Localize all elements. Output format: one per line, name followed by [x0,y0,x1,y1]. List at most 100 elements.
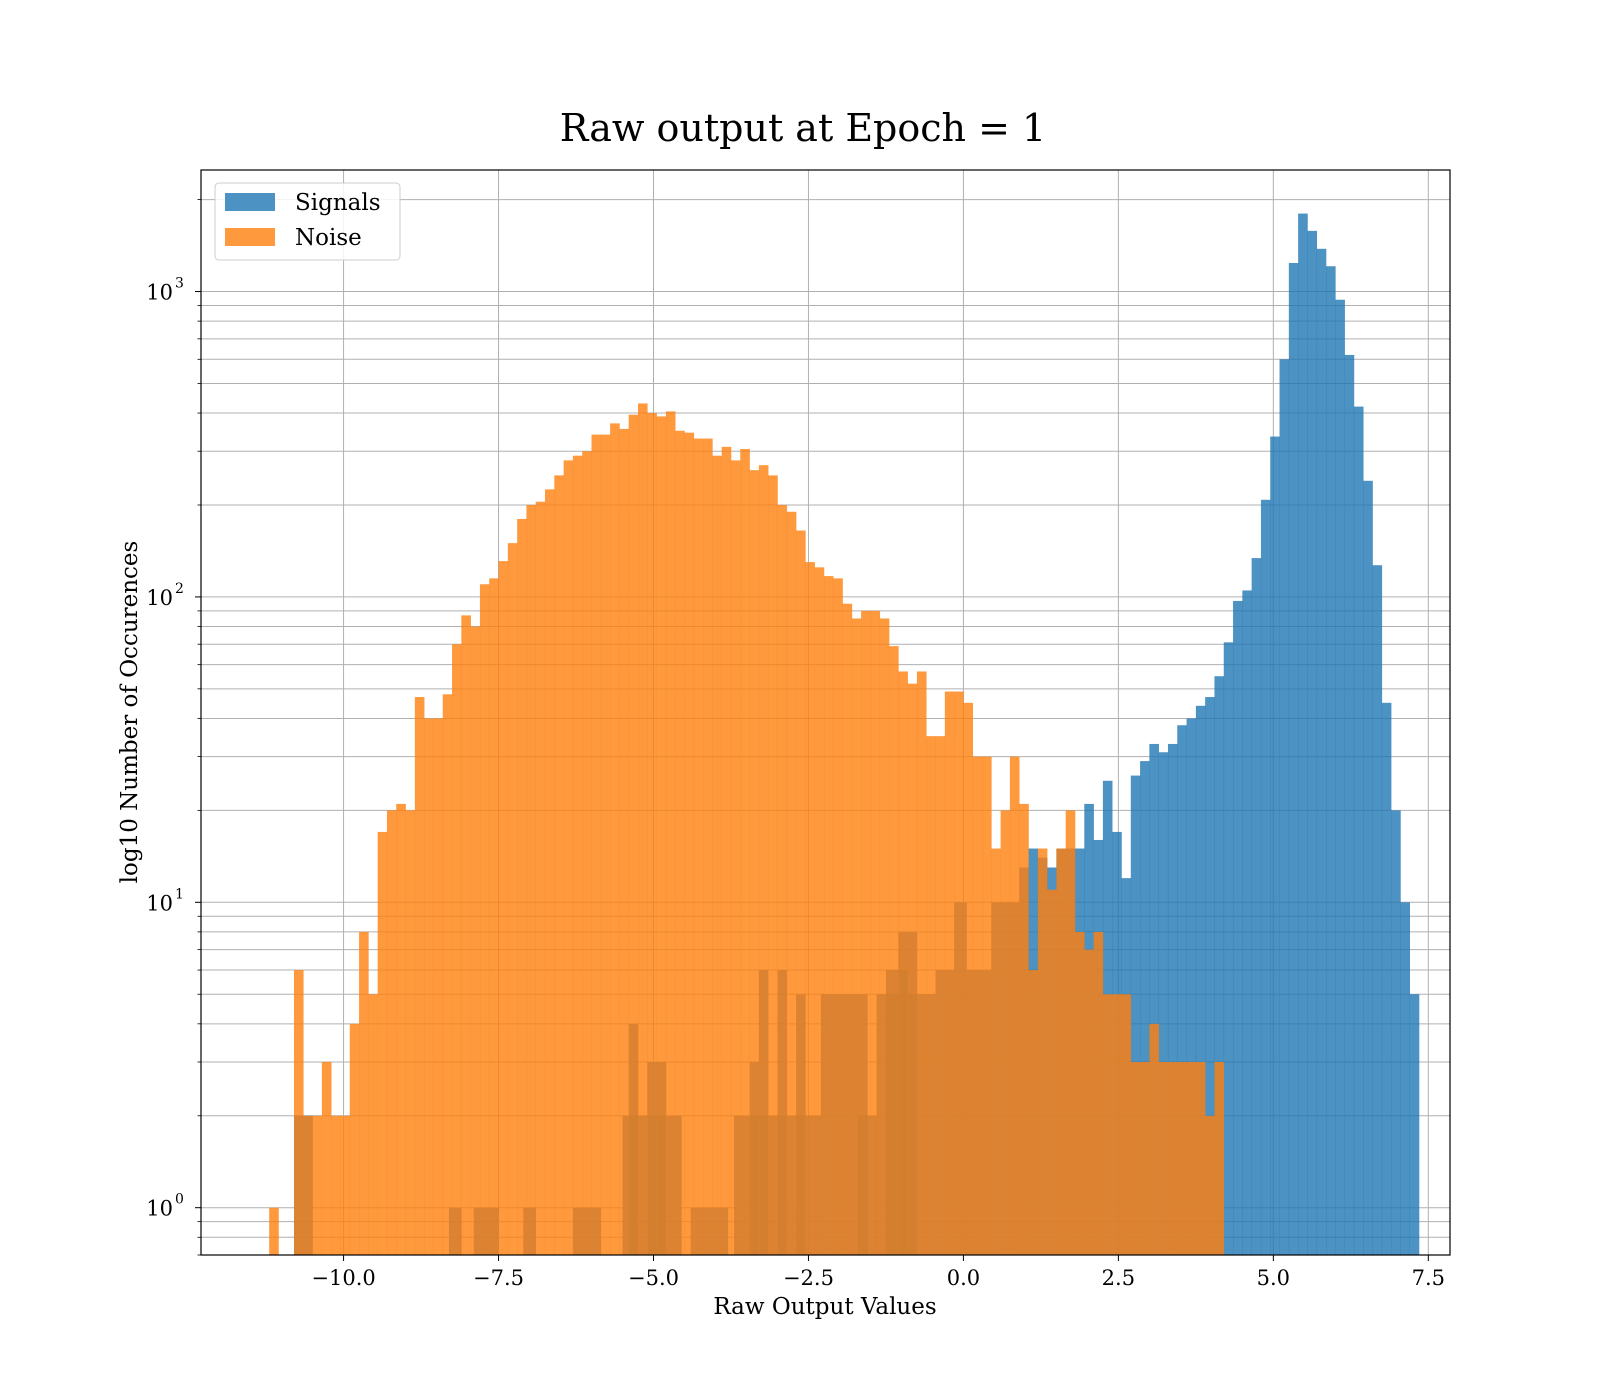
legend-label-signals: Signals [295,190,381,216]
noise-bar [563,460,574,1256]
noise-bar [656,416,667,1255]
noise-bar [851,618,862,1255]
noise-bar [442,694,453,1255]
legend-swatch-noise [225,228,275,246]
noise-bar [1074,931,1085,1255]
noise-bar [405,810,416,1255]
noise-bar [293,970,304,1255]
y-tick-label: 10 [146,1197,173,1221]
noise-bar [712,455,722,1255]
plot-frame [200,169,1451,1256]
noise-bar [703,438,713,1255]
x-tick-label: 5.0 [1257,1266,1290,1290]
noise-bar [1037,848,1048,1255]
noise-bar [805,562,815,1255]
x-tick-label: 2.5 [1102,1266,1135,1290]
noise-bar [944,691,955,1255]
noise-bar [954,691,964,1255]
noise-bar [777,504,788,1255]
noise-bar [833,578,843,1255]
signals-bar [1242,590,1252,1255]
noise-bar [461,615,471,1255]
signals-bar [1149,743,1159,1255]
x-tick-label: −10.0 [311,1266,375,1290]
noise-bar [768,475,778,1256]
signals-bar [1130,775,1141,1255]
noise-bar [1149,1023,1159,1255]
signals-bar [1260,499,1271,1255]
signals-bar [1223,642,1234,1255]
noise-bar [972,756,983,1255]
noise-bar [452,644,462,1255]
noise-bar [982,756,992,1255]
x-axis-label: Raw Output Values [713,1294,936,1320]
noise-bar [665,411,676,1256]
noise-bar [1102,994,1113,1255]
x-axis-ticks: −10.0 −7.5 −5.0 −2.5 0.0 2.5 5.0 7.5 [311,1255,1445,1290]
noise-bar [730,460,741,1256]
y-tick-label: 10 [146,891,173,915]
noise-bar [647,413,657,1256]
noise-bar [1047,889,1057,1255]
signals-bar [1233,600,1243,1255]
noise-bar [591,434,602,1255]
noise-bar [749,470,760,1256]
noise-bar [396,803,406,1255]
noise-bar [526,504,537,1255]
noise-bar [610,423,620,1256]
noise-bar [861,610,871,1255]
noise-bar [963,702,974,1255]
noise-bar [1084,949,1094,1255]
noise-bar [870,610,881,1255]
signals-bar [1195,705,1206,1255]
noise-bar [693,438,704,1255]
noise-bar [898,671,908,1255]
noise-bar [1186,1061,1197,1255]
x-tick-label: 0.0 [947,1266,980,1290]
noise-bar [1121,994,1132,1255]
y-tick-exponent: 3 [175,276,184,292]
y-axis-label: log10 Number of Occurences [117,541,143,884]
noise-bar [1056,848,1066,1255]
noise-bar [684,432,695,1255]
noise-bar [1158,1061,1169,1255]
noise-bar [359,931,369,1255]
noise-bar [619,428,629,1255]
noise-bar [675,430,685,1255]
noise-bar [414,697,425,1255]
noise-bar [823,576,834,1255]
signals-bar [1158,752,1169,1255]
noise-bar [991,848,1001,1255]
signals-bar [1288,262,1299,1255]
noise-bar [721,446,732,1255]
signals-bar [1400,902,1411,1255]
signals-bar [1279,359,1290,1255]
noise-bar [637,403,648,1256]
signals-bar [1372,565,1383,1255]
y-tick-exponent: 2 [175,581,184,597]
noise-bar [1028,970,1039,1255]
noise-bar [489,578,499,1255]
noise-bar [1130,1061,1141,1255]
noise-bar [386,810,397,1255]
noise-bar [889,646,899,1255]
noise-bar [814,567,825,1255]
noise-bar [1195,1061,1206,1255]
noise-bar [368,994,378,1255]
noise-bar [1009,756,1020,1255]
signals-bar [1307,230,1318,1255]
noise-bar [377,831,388,1255]
histogram-bars [269,213,1420,1256]
x-tick-label: −5.0 [628,1266,679,1290]
signals-bar [1214,676,1225,1255]
signals-bar [1335,299,1345,1255]
noise-bar [424,718,434,1255]
signals-bar [1270,436,1280,1255]
noise-bar [628,414,639,1255]
noise-bar [1214,1061,1225,1255]
signals-bar [1409,994,1420,1255]
noise-bar [1177,1061,1187,1255]
signals-bar [1251,558,1262,1255]
noise-bar [433,718,444,1255]
